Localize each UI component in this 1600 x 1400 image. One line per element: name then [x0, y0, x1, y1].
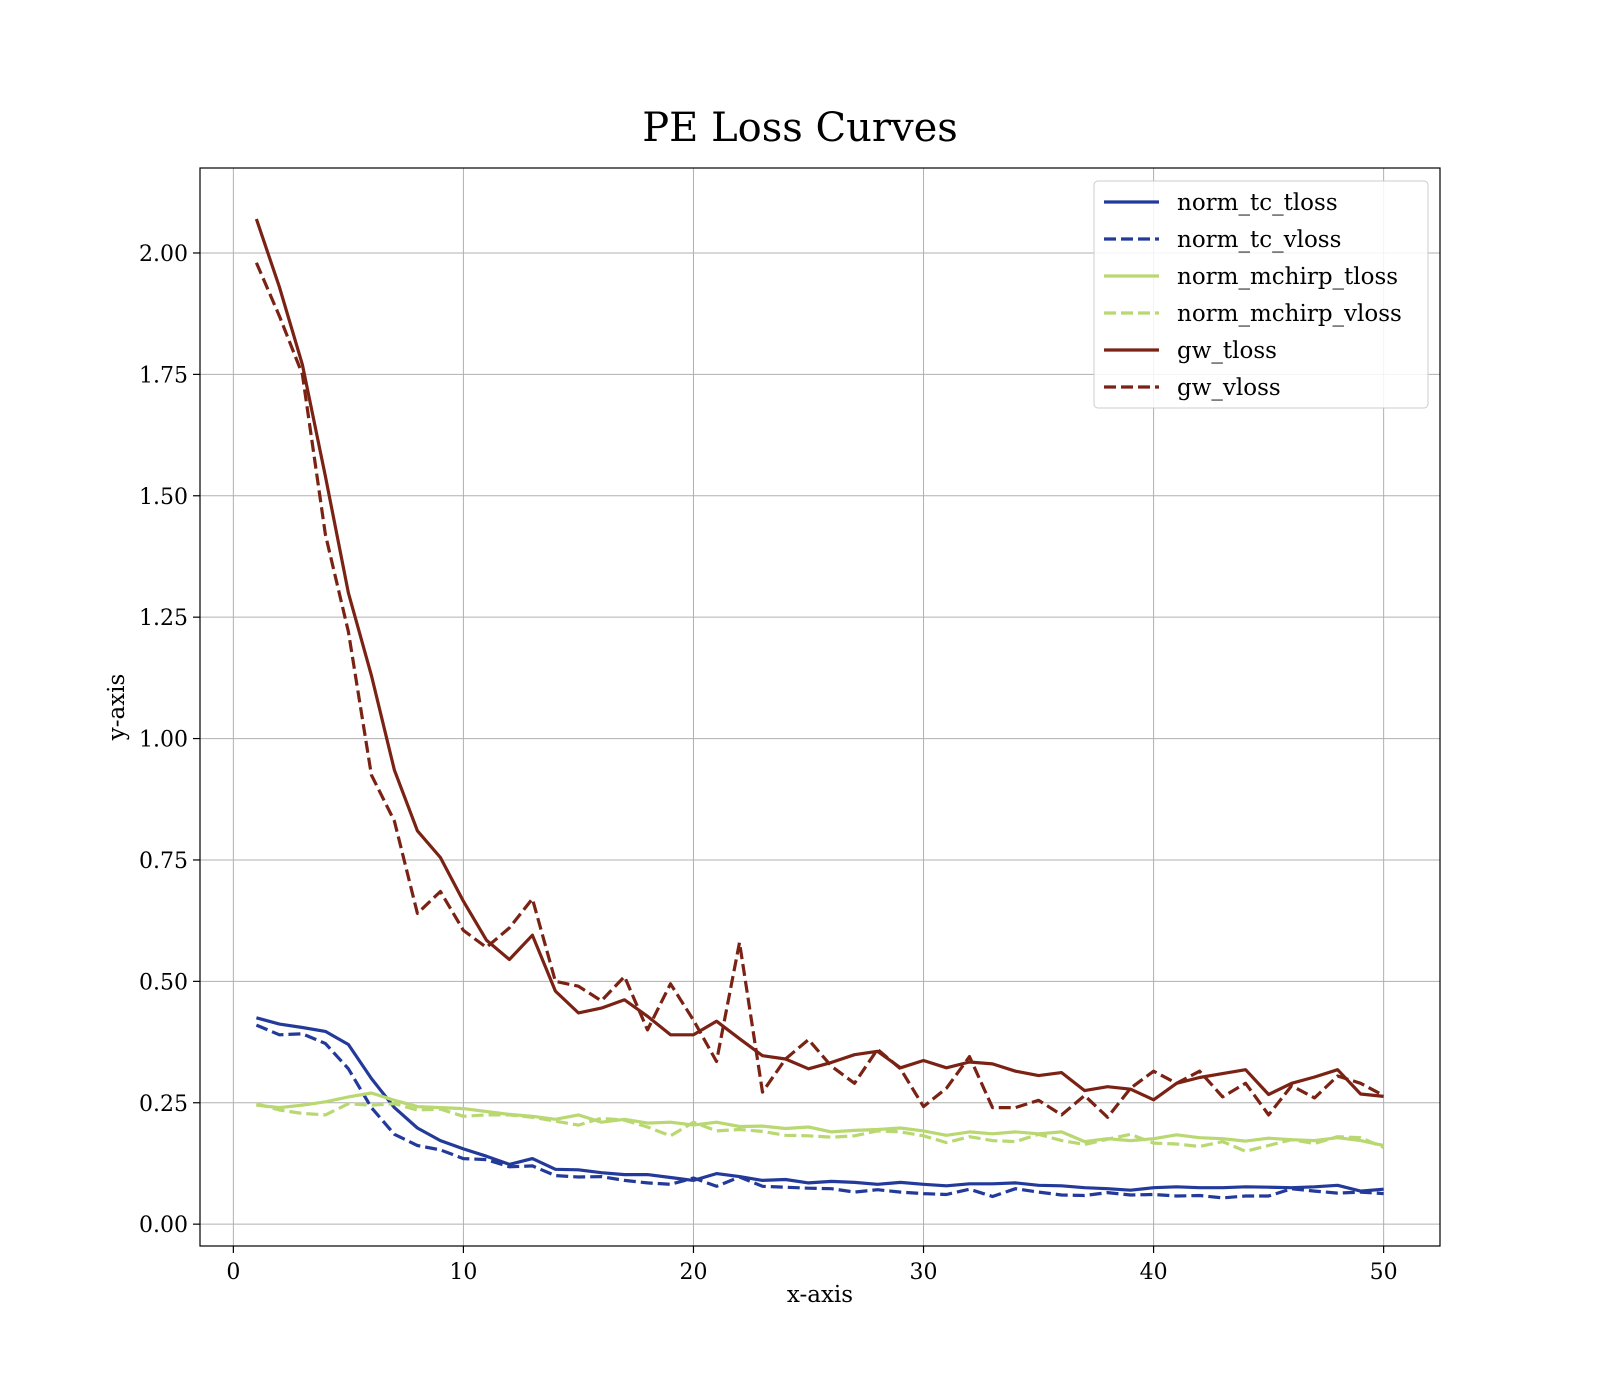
x-axis-label: x-axis [787, 1282, 853, 1308]
x-tick-label: 0 [226, 1260, 240, 1285]
y-axis-label: y-axis [104, 674, 130, 742]
series-line-norm-mchirp-vloss [255, 1102, 1385, 1153]
x-tick-label: 30 [910, 1260, 938, 1285]
y-tick-label: 2.00 [139, 242, 188, 267]
y-tick-label: 1.75 [139, 363, 188, 388]
y-tick-label: 0.75 [139, 849, 188, 874]
y-tick-label: 0.00 [139, 1213, 188, 1238]
legend-label-norm-tc-tloss: norm_tc_tloss [1177, 190, 1338, 216]
chart-title: PE Loss Curves [642, 105, 958, 151]
legend: norm_tc_tloss norm_tc_vloss norm_mchirp_tl… [1093, 180, 1429, 409]
x-tick-label: 50 [1370, 1260, 1398, 1285]
y-tick-label: 0.25 [139, 1092, 188, 1117]
y-tick-label: 1.00 [139, 728, 188, 753]
series-line-norm-mchirp-tloss [256, 1091, 1384, 1148]
legend-label-norm-mchirp-tloss: norm_mchirp_tloss [1177, 264, 1398, 290]
series-layer [254, 218, 1385, 1200]
series-line-norm-tc-tloss [255, 1016, 1384, 1193]
y-tick-label: 1.25 [139, 606, 188, 631]
y-tick-label: 0.50 [139, 970, 188, 995]
series-line-gw-vloss [254, 262, 1385, 1119]
legend-label-norm-mchirp-vloss: norm_mchirp_vloss [1177, 301, 1402, 327]
x-tick-label: 20 [679, 1260, 707, 1285]
x-tick-label: 40 [1140, 1260, 1168, 1285]
y-tick-label: 1.50 [139, 485, 188, 510]
legend-label-gw-tloss: gw_tloss [1177, 338, 1277, 364]
y-axis-ticks: 0.00 0.25 0.50 0.75 1.00 1.25 1.50 1.75 2.00 [139, 242, 200, 1238]
legend-label-norm-tc-vloss: norm_tc_vloss [1177, 227, 1341, 253]
legend-box [1093, 180, 1429, 409]
series-line-gw-tloss [254, 218, 1384, 1102]
series-line-norm-tc-vloss [255, 1023, 1384, 1200]
plot-frame [199, 167, 1441, 1247]
x-axis-ticks: 0 10 20 30 40 50 [226, 1246, 1398, 1285]
x-tick-label: 10 [449, 1260, 477, 1285]
legend-label-gw-vloss: gw_vloss [1177, 375, 1281, 401]
